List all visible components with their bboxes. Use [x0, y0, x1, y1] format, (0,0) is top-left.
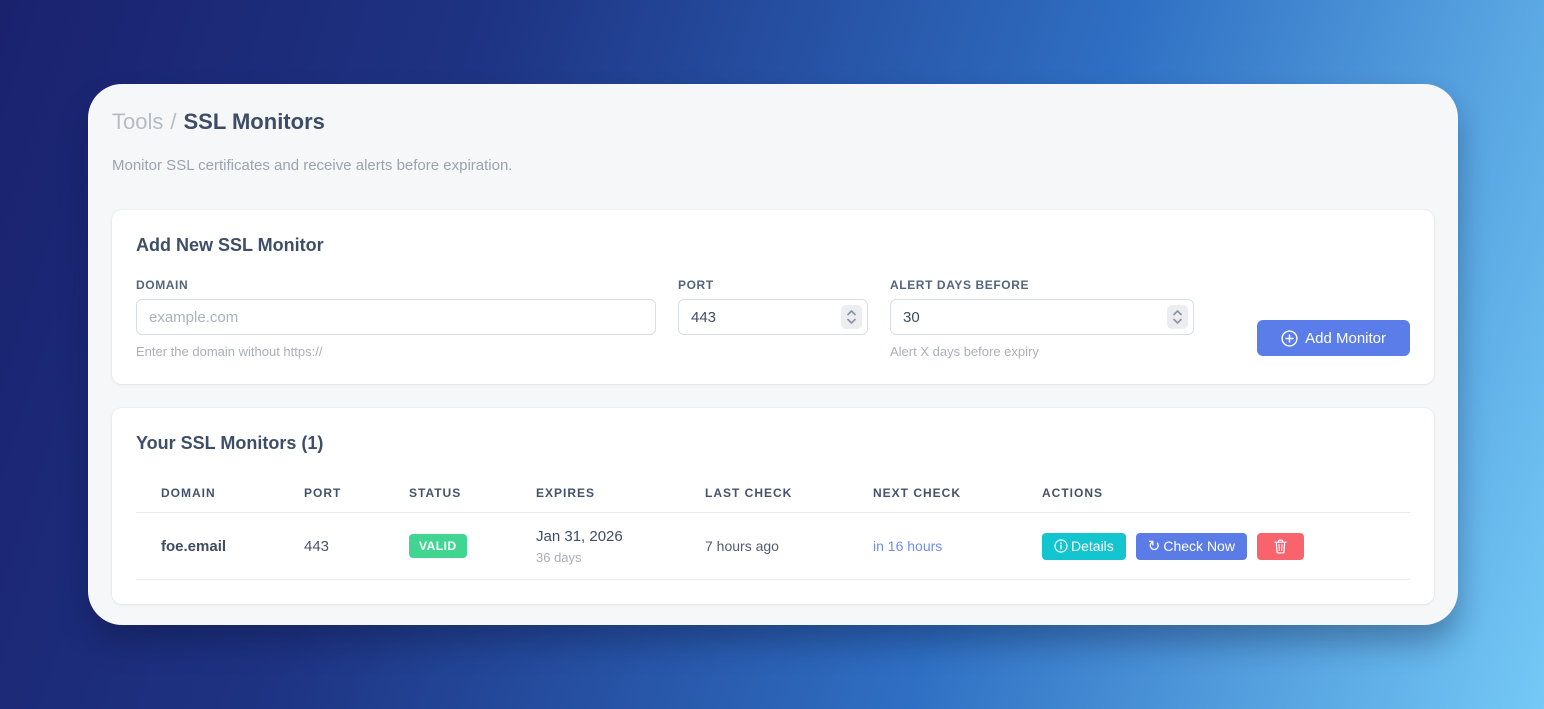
add-monitor-title: Add New SSL Monitor — [136, 235, 324, 255]
port-field-group: Port — [678, 278, 868, 335]
column-header-status: Status — [409, 486, 462, 500]
trash-icon — [1274, 539, 1287, 554]
chevron-up-icon[interactable] — [847, 310, 856, 316]
row-actions: Details ↻ Check Now — [1042, 532, 1410, 560]
breadcrumb-separator: / — [170, 109, 177, 134]
column-header-actions: Actions — [1042, 486, 1103, 500]
details-button-label: Details — [1071, 538, 1114, 554]
page-subtitle: Monitor SSL certificates and receive ale… — [112, 157, 513, 174]
check-now-button-label: Check Now — [1163, 538, 1235, 554]
alert-days-helper-text: Alert X days before expiry — [890, 344, 1039, 359]
details-button[interactable]: Details — [1042, 532, 1126, 560]
domain-field-group: Domain Enter the domain without https:// — [136, 278, 656, 360]
alert-days-input[interactable] — [890, 299, 1194, 335]
column-header-port: Port — [304, 486, 342, 500]
status-badge: VALID — [409, 534, 467, 558]
expires-days-remaining: 36 days — [536, 550, 582, 565]
alert-days-stepper[interactable] — [1167, 305, 1188, 329]
column-header-domain: Domain — [161, 486, 216, 500]
alert-days-label: Alert Days Before — [890, 278, 1030, 292]
plus-circle-icon — [1281, 329, 1298, 347]
add-monitor-button-label: Add Monitor — [1305, 329, 1386, 347]
next-check-value: in 16 hours — [873, 538, 943, 554]
add-monitor-panel: Add New SSL Monitor Domain Enter the dom… — [112, 210, 1434, 384]
main-card: Tools / SSL Monitors Monitor SSL certifica… — [88, 84, 1458, 625]
column-header-next-check: Next Check — [873, 486, 962, 500]
monitors-title: Your SSL Monitors (1) — [136, 433, 324, 453]
add-monitor-form: Domain Enter the domain without https://… — [136, 278, 1410, 360]
delete-monitor-button[interactable] — [1256, 532, 1304, 560]
port-label: Port — [678, 278, 714, 292]
breadcrumb: Tools / SSL Monitors — [112, 108, 1434, 136]
breadcrumb-tools-link[interactable]: Tools — [112, 109, 164, 134]
monitor-domain: foe.email — [161, 537, 227, 555]
column-header-last-check: Last Check — [705, 486, 793, 500]
table-row: foe.email 443 VALID Jan 31, 2026 36 days… — [136, 513, 1410, 580]
monitor-port: 443 — [304, 537, 330, 555]
column-header-expires: Expires — [536, 486, 596, 500]
expires-date: Jan 31, 2026 — [536, 528, 623, 545]
info-icon — [1054, 539, 1068, 553]
port-stepper[interactable] — [841, 305, 862, 329]
domain-label: Domain — [136, 278, 189, 292]
port-input[interactable] — [678, 299, 868, 335]
add-monitor-button[interactable]: Add Monitor — [1257, 320, 1410, 356]
monitor-status-cell: VALID — [409, 534, 536, 558]
chevron-down-icon[interactable] — [1173, 318, 1182, 324]
chevron-down-icon[interactable] — [847, 318, 856, 324]
monitor-expires-cell: Jan 31, 2026 36 days — [536, 527, 705, 565]
chevron-up-icon[interactable] — [1173, 310, 1182, 316]
table-header-row: Domain Port Status Expires Last Check Ne… — [136, 470, 1410, 513]
last-check-value: 7 hours ago — [705, 538, 779, 554]
check-now-button[interactable]: ↻ Check Now — [1135, 532, 1247, 560]
domain-helper-text: Enter the domain without https:// — [136, 344, 323, 359]
monitors-table: Domain Port Status Expires Last Check Ne… — [136, 470, 1410, 580]
page-title: SSL Monitors — [183, 109, 325, 134]
domain-input[interactable] — [136, 299, 656, 335]
refresh-icon: ↻ — [1147, 536, 1161, 555]
monitors-panel: Your SSL Monitors (1) Domain Port Status… — [112, 408, 1434, 604]
alert-days-field-group: Alert Days Before Alert X days before ex… — [890, 278, 1194, 360]
